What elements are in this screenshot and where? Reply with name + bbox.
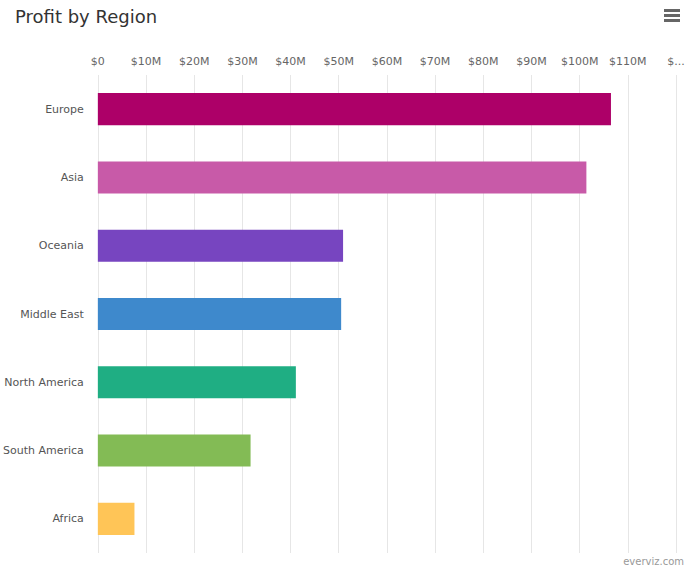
svg-text:$10M: $10M [131,55,162,68]
svg-text:Asia: Asia [61,171,84,184]
svg-text:Profit by Region: Profit by Region [15,6,157,27]
svg-text:$...: $... [667,55,685,68]
svg-text:North America: North America [4,376,84,389]
svg-text:$90M: $90M [516,55,547,68]
svg-text:Oceania: Oceania [39,239,84,252]
svg-text:Middle East: Middle East [20,308,84,321]
svg-text:Africa: Africa [52,512,83,525]
svg-text:$60M: $60M [372,55,403,68]
svg-text:South America: South America [3,444,84,457]
svg-text:$110M: $110M [609,55,647,68]
svg-text:$20M: $20M [179,55,210,68]
svg-text:$50M: $50M [323,55,354,68]
svg-text:Europe: Europe [45,103,84,116]
svg-text:everviz.com: everviz.com [623,556,684,567]
svg-text:$100M: $100M [561,55,599,68]
svg-text:$70M: $70M [420,55,451,68]
svg-text:$40M: $40M [275,55,306,68]
svg-text:$30M: $30M [227,55,257,68]
svg-text:$80M: $80M [468,55,499,68]
svg-text:$0: $0 [91,55,105,68]
